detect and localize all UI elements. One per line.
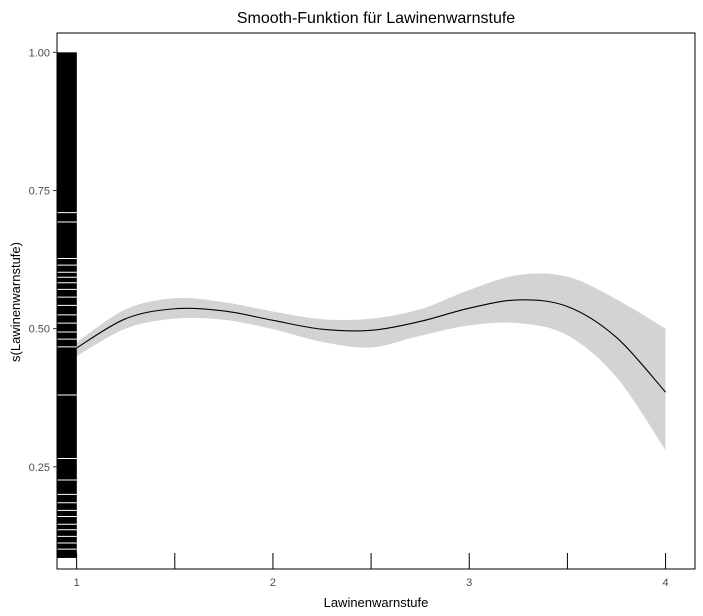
smooth-line-layer bbox=[76, 299, 666, 393]
x-tick-label-3: 3 bbox=[466, 577, 472, 589]
x-tick-label-1: 1 bbox=[74, 577, 80, 589]
rug-layer bbox=[56, 52, 77, 558]
y-tick-label-3: 0.75 bbox=[29, 185, 50, 197]
x-tick-label-2: 2 bbox=[270, 577, 276, 589]
x-axis-label: Lawinenwarnstufe bbox=[324, 595, 429, 610]
x-tick-label-4: 4 bbox=[662, 577, 668, 589]
tick-layer: 0.25 0.50 0.75 1.00 1 2 3 4 bbox=[29, 47, 669, 589]
confidence-band-1 bbox=[76, 273, 666, 451]
plot-frame bbox=[56, 32, 696, 570]
chart-title: Smooth-Funktion für Lawinenwarnstufe bbox=[237, 10, 515, 27]
smooth-line-1 bbox=[76, 299, 666, 393]
y-axis-label: s(Lawinenwarnstufe) bbox=[8, 242, 23, 362]
confidence-band-layer bbox=[76, 273, 666, 451]
y-tick-label-4: 1.00 bbox=[29, 47, 50, 59]
y-tick-label-1: 0.25 bbox=[29, 462, 50, 474]
y-tick-label-2: 0.50 bbox=[29, 324, 50, 336]
plot-frame-layer bbox=[56, 32, 696, 570]
